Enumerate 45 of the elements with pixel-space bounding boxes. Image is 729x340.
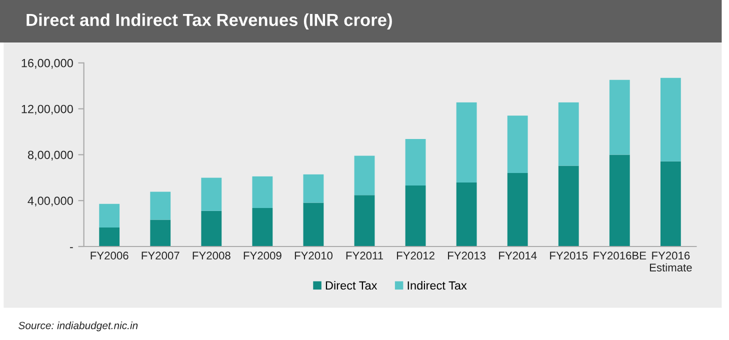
y-tick-label: 8,00,000 [28,150,73,160]
x-tick-label: FY2008 [192,252,230,260]
bar [507,173,528,246]
bar [507,116,528,174]
x-tick-label: FY2009 [244,252,282,260]
x-tick-label: FY2016 Estimate [650,252,692,272]
bar [303,202,324,246]
bar [252,176,273,208]
y-tick-label: - [70,247,73,248]
bar [354,156,375,196]
bar [99,227,120,246]
bar [405,185,426,246]
y-tick-label: 12,00,000 [22,104,73,115]
x-tick-label: FY2010 [294,252,332,260]
bar [558,166,579,246]
bar [150,220,171,246]
bar [558,102,579,166]
legend-label: Direct Tax [326,280,378,290]
bar [456,182,477,246]
x-tick-label: FY2012 [396,252,434,260]
bar [303,174,324,203]
chart-title: Direct and Indirect Tax Revenues (INR crore) [26,13,392,30]
bar [609,154,630,246]
bar [456,102,477,182]
x-tick-label: FY2013 [448,252,486,260]
bar [405,138,426,186]
bar [660,161,681,246]
legend-label: Indirect Tax [408,280,467,290]
source-note: Source: indiabudget.nic.in [18,322,138,332]
bar [201,210,222,246]
y-tick-label: 4,00,000 [28,196,73,206]
bar [201,178,222,211]
bar [354,195,375,246]
bar [609,80,630,155]
x-tick-label: FY2015 [550,252,588,260]
y-tick-label: 16,00,000 [22,58,73,69]
bar [660,78,681,162]
x-tick-label: FY2014 [499,252,537,260]
bar [252,208,273,246]
x-tick-label: FY2006 [90,252,128,260]
x-tick-label: FY2016BE [594,252,646,260]
x-tick-label: FY2007 [142,252,180,260]
x-tick-label: FY2011 [346,252,384,260]
bar [99,204,120,228]
bar [150,192,171,220]
